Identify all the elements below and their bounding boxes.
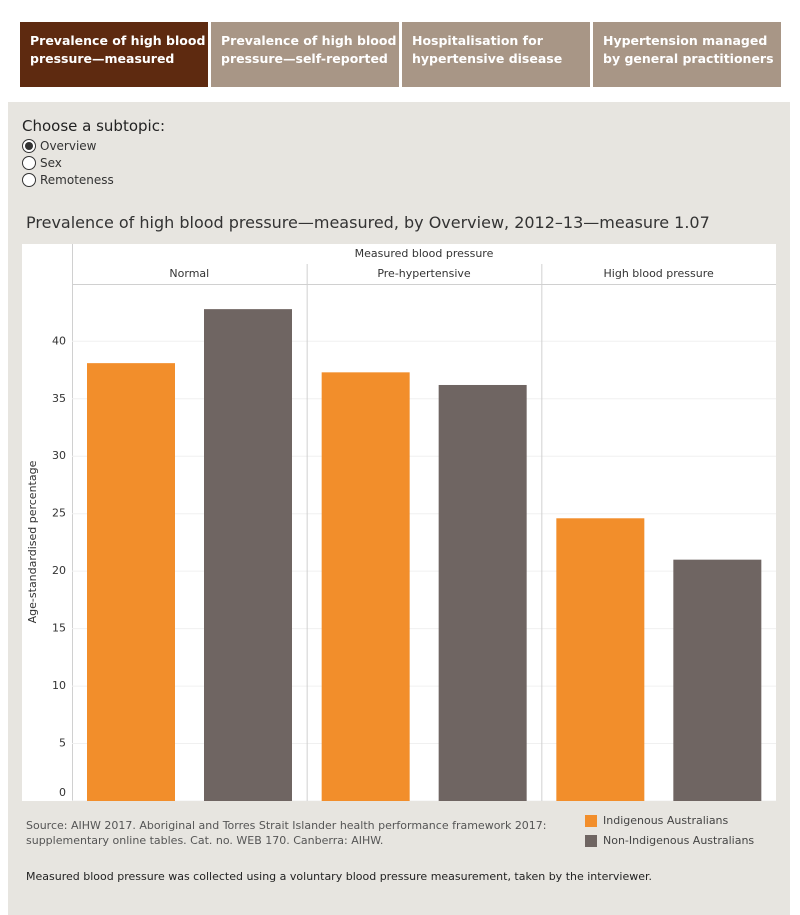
- radio-button[interactable]: [22, 172, 36, 187]
- y-axis-label: Age-standardised percentage: [26, 460, 39, 623]
- subtopic-label: Choose a subtopic:: [22, 117, 165, 135]
- source: Source: AIHW 2017. Aboriginal and Torres…: [26, 819, 547, 847]
- radio-button[interactable]: [22, 155, 36, 170]
- bar: [204, 309, 292, 801]
- column-header: High blood pressure: [604, 267, 715, 280]
- radio-label: Sex: [40, 156, 62, 170]
- note: Measured blood pressure was collected us…: [26, 870, 652, 883]
- y-tick-label: 5: [59, 737, 66, 750]
- radio-button[interactable]: [22, 138, 36, 153]
- legend-label: Indigenous Australians: [603, 814, 729, 827]
- bar: [321, 372, 410, 801]
- column-header: Pre-hypertensive: [377, 267, 471, 280]
- radio-label: Overview: [40, 139, 97, 153]
- radio-option[interactable]: Overview: [22, 138, 97, 154]
- bar: [673, 559, 762, 801]
- y-tick-label: 25: [52, 507, 66, 520]
- tab[interactable]: Hospitalisation for hypertensive disease: [402, 22, 590, 87]
- tab[interactable]: Prevalence of high blood pressure—self-r…: [211, 22, 399, 87]
- column-header: Normal: [169, 267, 209, 280]
- legend-swatch: [585, 835, 597, 847]
- chart-title: Prevalence of high blood pressure—measur…: [26, 213, 710, 232]
- legend-label: Non-Indigenous Australians: [603, 834, 755, 847]
- radio-option[interactable]: Remoteness: [22, 172, 114, 188]
- bar: [556, 518, 645, 801]
- bar: [87, 363, 175, 801]
- x-header: Measured blood pressure: [355, 247, 494, 260]
- y-tick-label: 10: [52, 679, 66, 692]
- y-tick-label: 30: [52, 449, 66, 462]
- tab[interactable]: Hypertension managed by general practiti…: [593, 22, 781, 87]
- chart: Measured blood pressure Age-standardised…: [22, 244, 776, 801]
- radio-label: Remoteness: [40, 173, 114, 187]
- y-tick-label: 20: [52, 564, 66, 577]
- bar: [438, 384, 527, 801]
- y-tick-label: 40: [52, 334, 66, 347]
- y-tick-label: 0: [59, 786, 66, 799]
- y-tick-label: 35: [52, 392, 66, 405]
- radio-option[interactable]: Sex: [22, 155, 62, 171]
- y-tick-label: 15: [52, 622, 66, 635]
- legend-swatch: [585, 815, 597, 827]
- tab[interactable]: Prevalence of high blood pressure—measur…: [20, 22, 208, 87]
